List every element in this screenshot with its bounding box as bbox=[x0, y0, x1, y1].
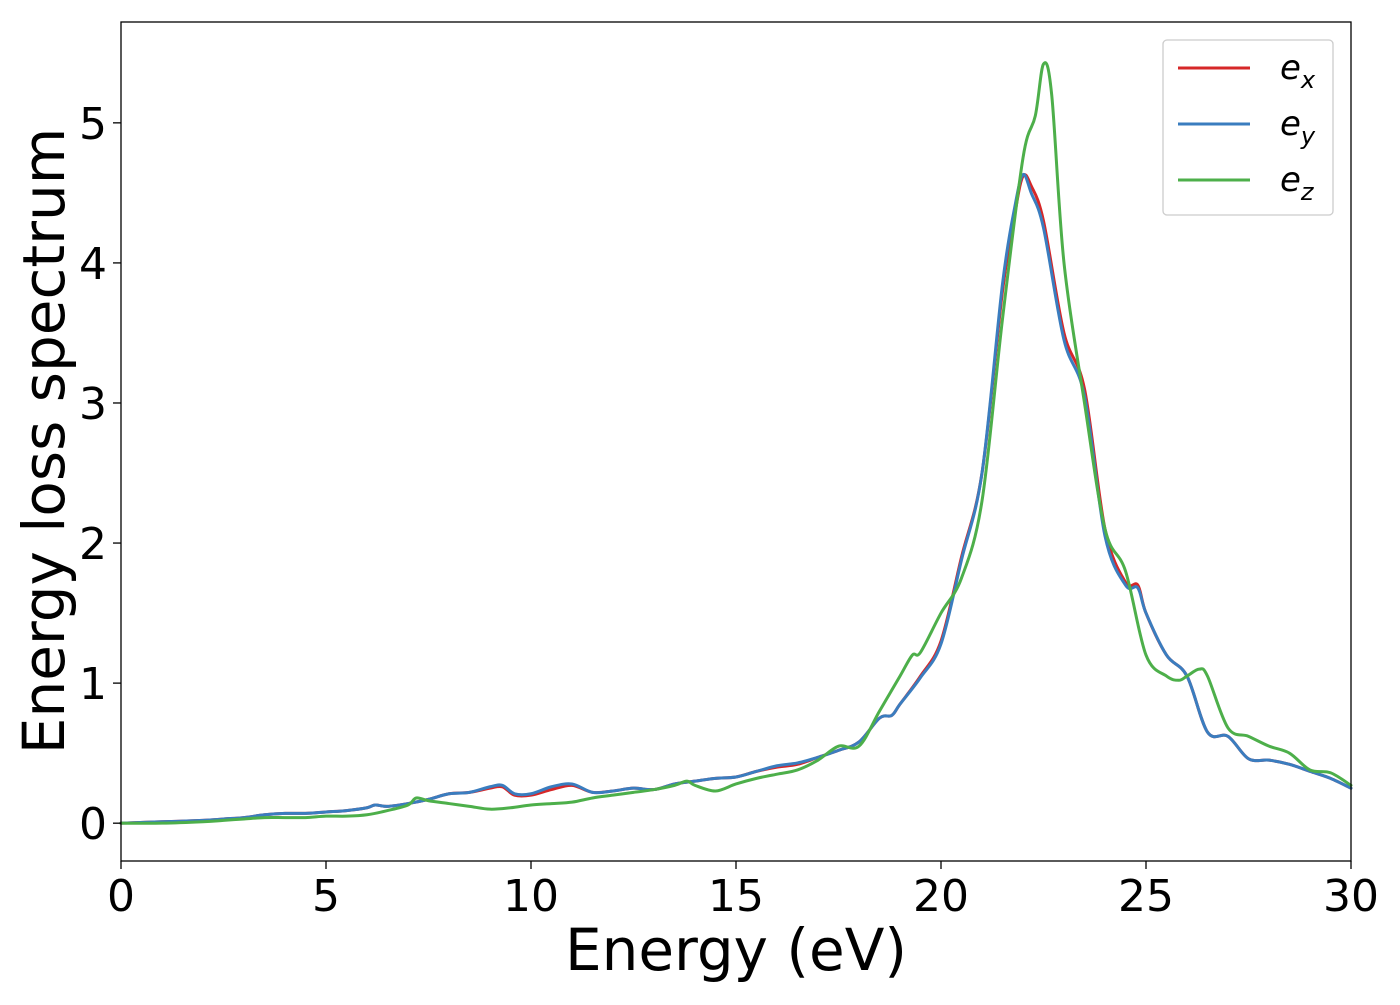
plot-area bbox=[121, 22, 1351, 861]
x-tick-label: 25 bbox=[1118, 871, 1174, 922]
x-tick-label: 10 bbox=[503, 871, 559, 922]
y-tick-label: 0 bbox=[79, 799, 107, 850]
y-axis-ticks: 0 1 2 3 4 5 bbox=[79, 99, 121, 850]
x-axis-ticks: 0 5 10 15 20 25 30 bbox=[107, 861, 1379, 922]
y-axis-title: Energy loss spectrum bbox=[10, 128, 78, 754]
y-tick-label: 5 bbox=[79, 99, 107, 150]
series-line-z bbox=[119, 61, 1353, 825]
x-tick-label: 15 bbox=[708, 871, 764, 922]
x-tick-label: 5 bbox=[312, 871, 340, 922]
series-layer bbox=[119, 61, 1353, 825]
series-line-y bbox=[119, 172, 1353, 825]
y-tick-label: 3 bbox=[79, 379, 107, 430]
y-tick-label: 4 bbox=[79, 239, 107, 290]
x-tick-label: 20 bbox=[913, 871, 969, 922]
y-tick-label: 1 bbox=[79, 659, 107, 710]
x-axis-title: Energy (eV) bbox=[565, 916, 907, 984]
y-tick-label: 2 bbox=[79, 519, 107, 570]
x-tick-label: 0 bbox=[107, 871, 135, 922]
legend-box bbox=[1162, 39, 1334, 216]
x-tick-label: 30 bbox=[1323, 871, 1379, 922]
